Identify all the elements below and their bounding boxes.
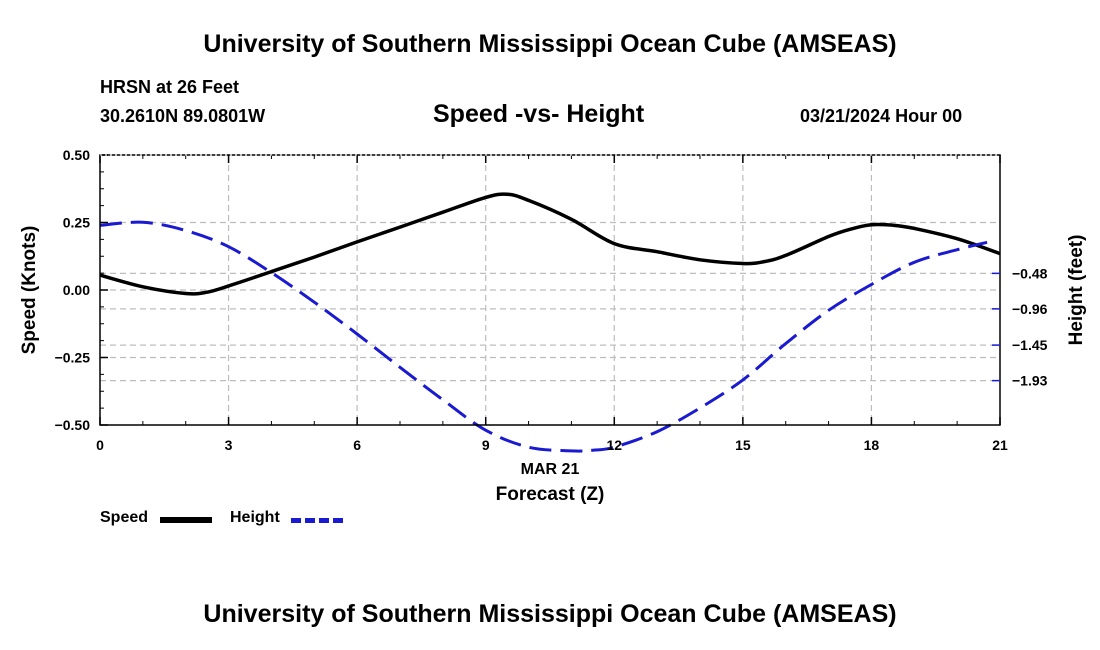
y2-tick-label: −1.45	[1012, 337, 1048, 353]
x-tick-label: 21	[992, 437, 1008, 453]
speed-height-chart: 0 3 6 9 12 15 18 21 0.50 0.25 0.00 −0.25 −0.50 −0.48 −…	[19, 147, 1087, 505]
station-label: HRSN at 26 Feet	[100, 77, 240, 97]
legend-speed-label: Speed	[100, 509, 149, 526]
y-axis-label: Speed (Knots)	[19, 226, 40, 355]
grid-lines	[100, 155, 1000, 425]
chart-title: Speed -vs- Height	[433, 100, 645, 128]
x-tick-label: 12	[606, 437, 622, 453]
datetime-label: 03/21/2024 Hour 00	[800, 106, 963, 126]
x-tick-label: 0	[96, 437, 104, 453]
top-title: University of Southern Mississippi Ocean…	[203, 30, 897, 58]
x-tick-label: 18	[864, 437, 880, 453]
bottom-title: University of Southern Mississippi Ocean…	[203, 600, 897, 628]
x-tick-label: 15	[735, 437, 751, 453]
y2-tick-label: −0.48	[1012, 265, 1048, 281]
y2-axis-label: Height (feet)	[1066, 235, 1087, 346]
y-tick-label: 0.50	[63, 147, 90, 163]
legend-height-swatch	[291, 518, 343, 523]
y2-tick-label: −0.96	[1012, 301, 1048, 317]
x-axis-label: Forecast (Z)	[496, 484, 605, 505]
y-tick-label: −0.25	[55, 350, 91, 366]
axis-layer: 0 3 6 9 12 15 18 21 0.50 0.25 0.00 −0.25 −0.50 −0.48 −…	[55, 147, 1048, 453]
x-tick-label: 3	[225, 437, 233, 453]
series-line-height	[99, 220, 988, 453]
y2-tick-label: −1.93	[1012, 373, 1048, 389]
series-layer	[99, 192, 1001, 453]
legend-speed-swatch	[160, 517, 212, 523]
date-label: MAR 21	[521, 461, 580, 478]
y-tick-label: −0.50	[55, 417, 91, 433]
x-tick-label: 6	[353, 437, 361, 453]
y-tick-label: 0.25	[63, 215, 90, 231]
series-line-speed	[99, 192, 1001, 296]
legend-height-label: Height	[230, 509, 280, 526]
y-tick-label: 0.00	[63, 282, 90, 298]
x-tick-label: 9	[482, 437, 490, 453]
coordinates-label: 30.2610N 89.0801W	[100, 106, 266, 126]
